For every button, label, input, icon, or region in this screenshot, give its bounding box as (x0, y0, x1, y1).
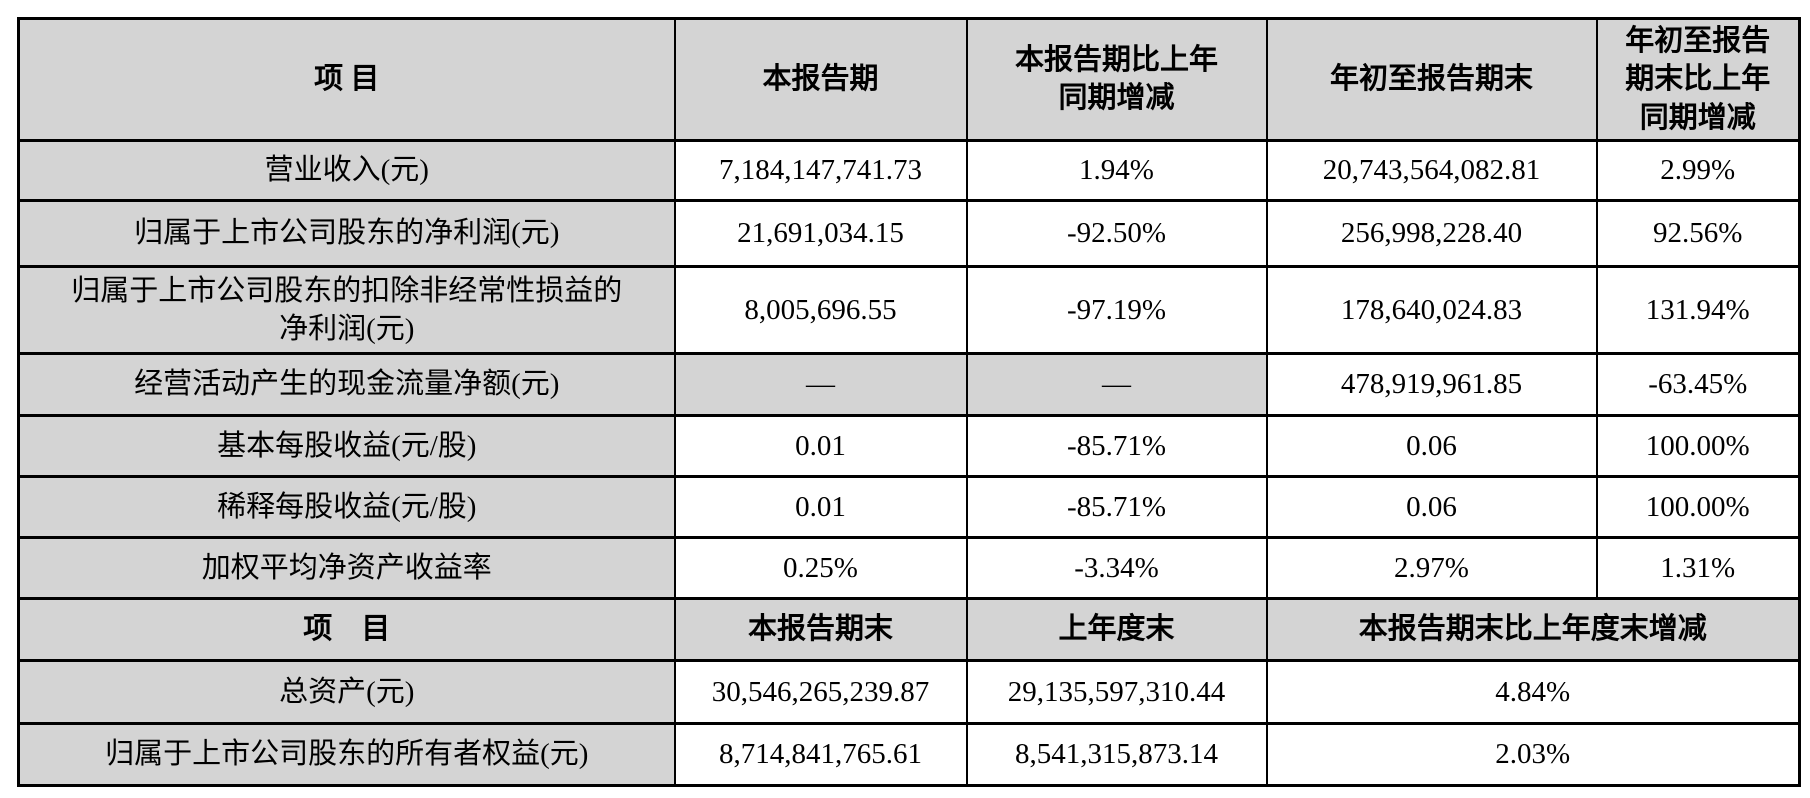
row-label-cell: 归属于上市公司股东的净利润(元) (17, 198, 676, 268)
financial-report-page: 项 目 本报告期 本报告期比上年 同期增减 年初至报告期末 年初至报告 期末比上… (17, 17, 1801, 787)
table-row-shareholders-equity: 归属于上市公司股东的所有者权益(元) 8,714,841,765.61 8,54… (17, 721, 1801, 787)
value-cell-ytd-change: 100.00% (1595, 413, 1801, 478)
table-row-operating-cash-flow: 经营活动产生的现金流量净额(元) — — 478,919,961.85 -63.… (17, 351, 1801, 417)
value-cell-period-end: 30,546,265,239.87 (673, 658, 968, 725)
row-label-cell: 经营活动产生的现金流量净额(元) (17, 351, 676, 417)
value-cell-ytd: 478,919,961.85 (1265, 351, 1598, 417)
header-current-vs-prior-cell: 本报告期比上年 同期增减 (965, 17, 1268, 142)
value-cell-period-end: 8,714,841,765.61 (673, 721, 968, 787)
header-ytd-cell: 年初至报告期末 (1265, 17, 1598, 142)
table-row-net-profit-excl-nonrecurring: 归属于上市公司股东的扣除非经常性损益的 净利润(元) 8,005,696.55 … (17, 264, 1801, 355)
row-label-cell: 归属于上市公司股东的扣除非经常性损益的 净利润(元) (17, 264, 676, 355)
value-cell-current: 0.25% (673, 535, 968, 600)
value-cell-yoy-change-dash: — (965, 351, 1268, 417)
header2-item-cell: 项 目 (17, 596, 676, 662)
value-cell-ytd-change: 92.56% (1595, 198, 1801, 268)
value-cell-ytd-change: 100.00% (1595, 474, 1801, 539)
value-cell-change: 2.03% (1265, 721, 1801, 787)
value-cell-prior-year-end: 8,541,315,873.14 (965, 721, 1268, 787)
value-cell-current: 0.01 (673, 413, 968, 478)
value-cell-current: 21,691,034.15 (673, 198, 968, 268)
table-row-net-profit: 归属于上市公司股东的净利润(元) 21,691,034.15 -92.50% 2… (17, 198, 1801, 268)
value-cell-change: 4.84% (1265, 658, 1801, 725)
financial-summary-table: 项 目 本报告期 本报告期比上年 同期增减 年初至报告期末 年初至报告 期末比上… (17, 17, 1801, 787)
value-cell-current-dash: — (673, 351, 968, 417)
value-cell-yoy-change: 1.94% (965, 138, 1268, 202)
value-cell-ytd: 178,640,024.83 (1265, 264, 1598, 355)
value-cell-yoy-change: -85.71% (965, 474, 1268, 539)
value-cell-ytd: 20,743,564,082.81 (1265, 138, 1598, 202)
value-cell-yoy-change: -92.50% (965, 198, 1268, 268)
value-cell-ytd: 2.97% (1265, 535, 1598, 600)
value-cell-ytd-change: 1.31% (1595, 535, 1801, 600)
value-cell-yoy-change: -85.71% (965, 413, 1268, 478)
value-cell-prior-year-end: 29,135,597,310.44 (965, 658, 1268, 725)
row-label-cell: 归属于上市公司股东的所有者权益(元) (17, 721, 676, 787)
value-cell-yoy-change: -97.19% (965, 264, 1268, 355)
row-label-cell: 加权平均净资产收益率 (17, 535, 676, 600)
table-header-row: 项 目 本报告期 本报告期比上年 同期增减 年初至报告期末 年初至报告 期末比上… (17, 17, 1801, 142)
table-row-operating-revenue: 营业收入(元) 7,184,147,741.73 1.94% 20,743,56… (17, 138, 1801, 202)
table-row-weighted-avg-roe: 加权平均净资产收益率 0.25% -3.34% 2.97% 1.31% (17, 535, 1801, 600)
value-cell-ytd: 0.06 (1265, 474, 1598, 539)
header-item-cell: 项 目 (17, 17, 676, 142)
value-cell-yoy-change: -3.34% (965, 535, 1268, 600)
table-row-diluted-eps: 稀释每股收益(元/股) 0.01 -85.71% 0.06 100.00% (17, 474, 1801, 539)
value-cell-ytd: 256,998,228.40 (1265, 198, 1598, 268)
value-cell-current: 0.01 (673, 474, 968, 539)
value-cell-current: 8,005,696.55 (673, 264, 968, 355)
header2-change-cell: 本报告期末比上年度末增减 (1265, 596, 1801, 662)
header-current-period-cell: 本报告期 (673, 17, 968, 142)
value-cell-ytd: 0.06 (1265, 413, 1598, 478)
row-label-cell: 稀释每股收益(元/股) (17, 474, 676, 539)
table-row-basic-eps: 基本每股收益(元/股) 0.01 -85.71% 0.06 100.00% (17, 413, 1801, 478)
value-cell-ytd-change: 2.99% (1595, 138, 1801, 202)
table-row-total-assets: 总资产(元) 30,546,265,239.87 29,135,597,310.… (17, 658, 1801, 725)
table-header-row-2: 项 目 本报告期末 上年度末 本报告期末比上年度末增减 (17, 596, 1801, 662)
value-cell-ytd-change: -63.45% (1595, 351, 1801, 417)
row-label-cell: 基本每股收益(元/股) (17, 413, 676, 478)
header-ytd-vs-prior-cell: 年初至报告 期末比上年 同期增减 (1595, 17, 1801, 142)
header2-prior-year-end-cell: 上年度末 (965, 596, 1268, 662)
row-label-cell: 营业收入(元) (17, 138, 676, 202)
row-label-cell: 总资产(元) (17, 658, 676, 725)
header2-period-end-cell: 本报告期末 (673, 596, 968, 662)
value-cell-ytd-change: 131.94% (1595, 264, 1801, 355)
value-cell-current: 7,184,147,741.73 (673, 138, 968, 202)
